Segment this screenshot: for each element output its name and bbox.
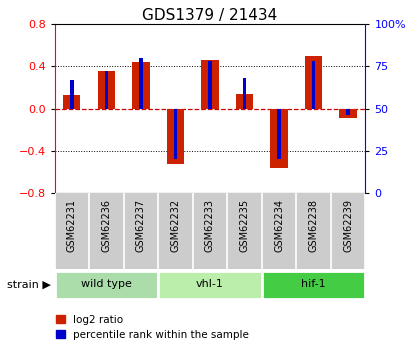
Bar	[105, 71, 108, 109]
Bar	[270, 109, 288, 168]
Text: GSM62231: GSM62231	[67, 199, 77, 252]
Bar	[167, 109, 184, 164]
Bar	[312, 61, 315, 109]
Bar	[277, 109, 281, 159]
Text: GSM62239: GSM62239	[343, 199, 353, 252]
Title: GDS1379 / 21434: GDS1379 / 21434	[142, 8, 278, 23]
Text: GSM62233: GSM62233	[205, 199, 215, 252]
Text: wild type: wild type	[81, 279, 132, 289]
Bar	[158, 270, 262, 298]
Bar	[243, 78, 246, 109]
Text: hif-1: hif-1	[301, 279, 326, 289]
Text: GSM62234: GSM62234	[274, 199, 284, 252]
Bar	[132, 62, 150, 109]
Text: strain ▶: strain ▶	[7, 280, 50, 289]
Text: vhl-1: vhl-1	[196, 279, 224, 289]
Legend: log2 ratio, percentile rank within the sample: log2 ratio, percentile rank within the s…	[55, 315, 249, 340]
Text: GSM62235: GSM62235	[239, 199, 249, 253]
Text: GSM62237: GSM62237	[136, 199, 146, 253]
Bar	[55, 270, 158, 298]
Bar	[305, 56, 322, 109]
Bar	[201, 60, 219, 109]
Bar	[70, 80, 73, 109]
Bar	[339, 109, 357, 118]
Text: GSM62236: GSM62236	[101, 199, 111, 252]
Bar	[139, 58, 143, 109]
Bar	[63, 95, 81, 109]
Bar	[174, 109, 177, 159]
Bar	[262, 270, 365, 298]
Text: GSM62238: GSM62238	[309, 199, 319, 252]
Bar	[346, 109, 350, 116]
Bar	[208, 61, 212, 109]
Text: GSM62232: GSM62232	[171, 199, 181, 253]
Bar	[236, 94, 253, 109]
Bar	[98, 71, 115, 109]
